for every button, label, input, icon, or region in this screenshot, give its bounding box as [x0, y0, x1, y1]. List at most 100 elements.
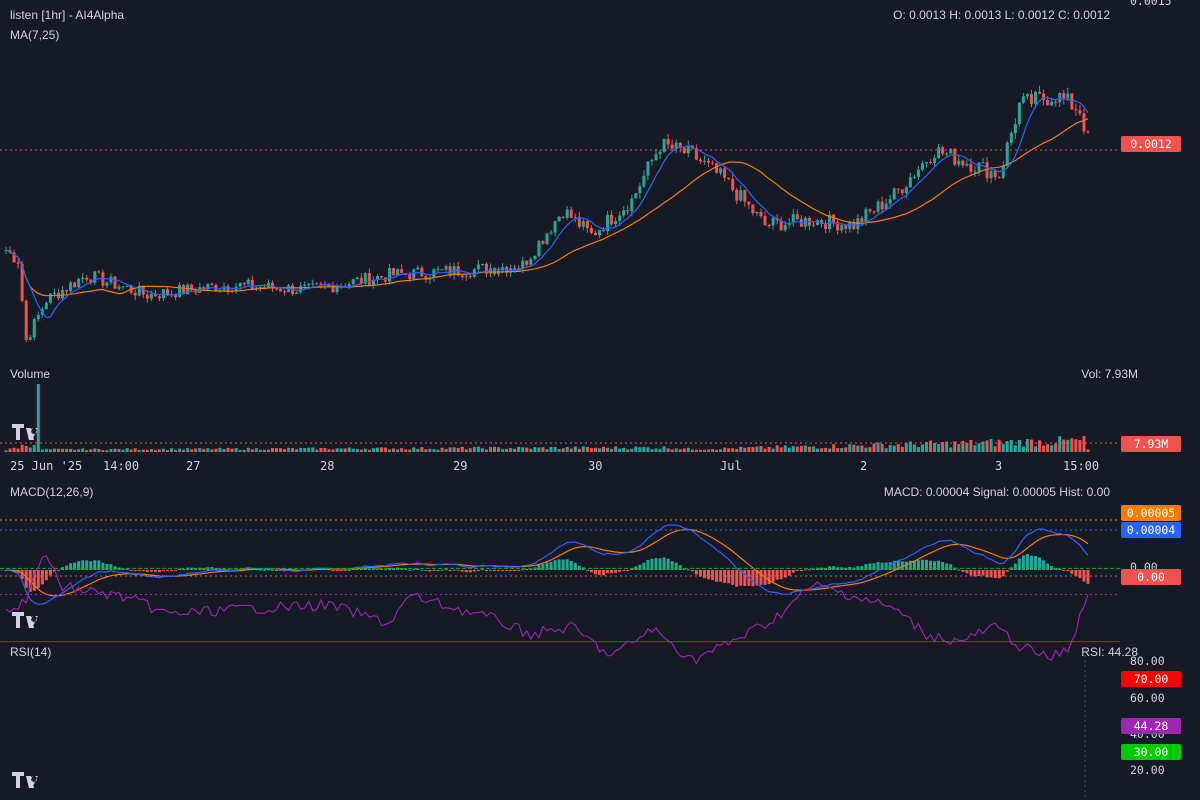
- candle-body: [945, 153, 949, 155]
- macd-histogram-bar: [787, 570, 791, 576]
- candle-body: [1046, 100, 1050, 106]
- volume-bar: [715, 449, 719, 452]
- macd-histogram-bar: [941, 562, 945, 570]
- volume-bar: [1029, 439, 1033, 452]
- candle-body: [529, 258, 533, 265]
- macd-histogram-bar: [900, 561, 904, 570]
- volume-bar: [622, 447, 626, 452]
- candle-body: [73, 282, 77, 288]
- macd-histogram-bar: [335, 570, 339, 571]
- volume-bar: [1054, 443, 1058, 452]
- volume-bar: [319, 447, 323, 452]
- volume-bar: [190, 449, 194, 452]
- macd-histogram-bar: [161, 570, 165, 571]
- volume-bar: [658, 448, 662, 452]
- volume-bar: [1070, 438, 1074, 452]
- macd-histogram-bar: [997, 570, 1001, 579]
- macd-histogram-bar: [969, 570, 973, 576]
- candle-body: [371, 279, 375, 286]
- macd-histogram-bar: [266, 569, 270, 571]
- candle-body: [658, 151, 662, 155]
- macd-histogram-bar: [880, 562, 884, 570]
- macd-histogram-bar: [408, 569, 412, 571]
- volume-bar: [89, 449, 93, 452]
- macd-histogram-bar: [682, 568, 686, 570]
- candle-body: [666, 139, 670, 145]
- volume-bar: [638, 447, 642, 452]
- volume-bar: [702, 449, 706, 452]
- macd-histogram-bar: [452, 569, 456, 571]
- volume-bar: [36, 384, 40, 452]
- candle-body: [892, 188, 896, 200]
- volume-bar: [618, 448, 622, 452]
- price-pane: [0, 85, 1120, 343]
- volume-bar: [121, 449, 125, 452]
- volume-bar: [634, 446, 638, 452]
- candle-body: [880, 201, 884, 210]
- volume-bar: [795, 446, 799, 452]
- candle-body: [969, 163, 973, 172]
- volume-bar: [872, 443, 876, 452]
- volume-bar: [912, 444, 916, 452]
- time-axis-label: 3: [995, 459, 1003, 473]
- macd-histogram-bar: [856, 566, 860, 570]
- candle-body: [791, 214, 795, 224]
- candle-body: [1070, 93, 1074, 110]
- macd-histogram-bar: [662, 557, 666, 570]
- candle-body: [739, 190, 743, 201]
- macd-histogram-bar: [81, 560, 85, 570]
- volume-bar: [1074, 439, 1078, 452]
- volume-bar: [275, 448, 278, 452]
- candle-body: [920, 163, 924, 170]
- candle-body: [896, 188, 900, 190]
- volume-bar: [1009, 439, 1013, 452]
- volume-bar: [412, 447, 416, 452]
- volume-bar: [287, 447, 291, 452]
- candle-body: [900, 189, 904, 194]
- volume-bar: [694, 449, 698, 452]
- candle-body: [1078, 110, 1082, 114]
- candle-body: [993, 171, 997, 178]
- macd-histogram-bar: [198, 567, 202, 570]
- time-axis-label: 2: [860, 459, 868, 473]
- macd-histogram-bar: [832, 566, 836, 570]
- volume-bar: [101, 450, 105, 452]
- volume-bar: [258, 449, 262, 452]
- volume-bar: [553, 447, 557, 452]
- candle-body: [283, 291, 287, 293]
- macd-histogram-bar: [1074, 570, 1078, 577]
- candle-body: [254, 287, 258, 289]
- volume-bar: [799, 445, 803, 452]
- volume-bar: [916, 447, 920, 452]
- candle-body: [1062, 93, 1066, 99]
- volume-bar: [577, 448, 581, 452]
- candle-body: [698, 159, 702, 162]
- candle-body: [602, 230, 606, 232]
- candle-body: [444, 266, 448, 270]
- macd-histogram-bar: [589, 570, 593, 573]
- candle-body: [432, 269, 436, 278]
- macd-histogram-bar: [711, 570, 715, 581]
- candle-body: [1029, 94, 1033, 104]
- volume-bar: [392, 448, 396, 452]
- candle-body: [985, 162, 989, 179]
- volume-bar: [65, 448, 69, 452]
- volume-bar: [432, 449, 436, 452]
- volume-bar: [291, 448, 295, 452]
- candle-body: [327, 285, 331, 287]
- volume-bar: [28, 447, 32, 452]
- macd-histogram-bar: [844, 567, 848, 570]
- volume-bar: [61, 448, 65, 452]
- candle-body: [250, 279, 254, 289]
- candle-body: [484, 263, 488, 274]
- volume-bar: [371, 448, 375, 452]
- volume-bar: [347, 447, 351, 452]
- macd-histogram-bar: [182, 568, 186, 570]
- candle-body: [904, 187, 908, 194]
- candle-body: [137, 285, 141, 296]
- macd-histogram-bar: [561, 559, 565, 570]
- candle-body: [533, 256, 537, 259]
- macd-histogram-bar: [775, 570, 779, 580]
- macd-histogram-bar: [953, 567, 957, 570]
- volume-bar: [739, 446, 743, 452]
